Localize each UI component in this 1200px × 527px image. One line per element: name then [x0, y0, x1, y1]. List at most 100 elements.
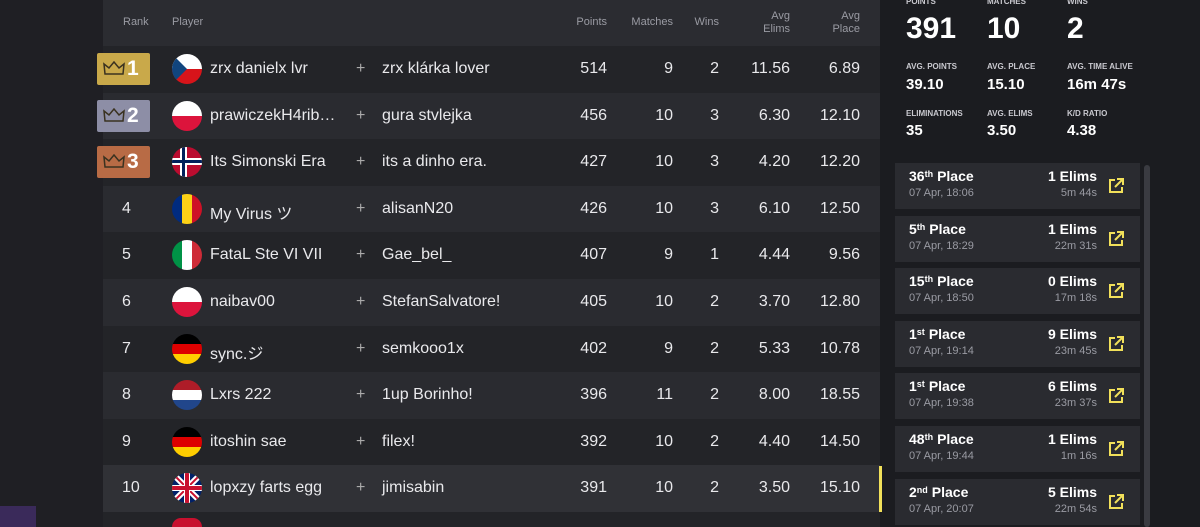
rank: 7: [122, 339, 131, 357]
player-name: FataL Ste VI VII: [210, 246, 323, 264]
match-place: 36th Place: [909, 168, 974, 184]
rank-badge: [97, 146, 150, 179]
partner-name: zrx klárka lover: [382, 60, 490, 77]
matches: 10: [655, 106, 673, 124]
stat-label: AVG. POINTS: [906, 62, 957, 71]
stat-label: WINS: [1067, 0, 1088, 6]
match-card[interactable]: [895, 215, 1140, 262]
table-row[interactable]: [103, 139, 880, 186]
open-match-link[interactable]: [1107, 493, 1125, 511]
rank: 3: [127, 150, 139, 174]
table-row[interactable]: [103, 465, 880, 512]
avg-place: 12.20: [819, 153, 860, 171]
open-match-link[interactable]: [1107, 177, 1125, 195]
open-match-link[interactable]: [1107, 282, 1125, 300]
match-card[interactable]: [895, 478, 1140, 525]
matches: 10: [655, 293, 673, 310]
avg-elims: 3.50: [758, 479, 790, 497]
column-header: Player: [172, 16, 204, 28]
points: 407: [580, 246, 607, 264]
points: 405: [580, 293, 607, 310]
points: 402: [580, 339, 607, 357]
avg-elims: 5.33: [758, 339, 790, 357]
table-row[interactable]: [103, 232, 880, 279]
open-match-link[interactable]: [1107, 335, 1125, 353]
table-header: [103, 0, 880, 46]
match-card[interactable]: [895, 426, 1140, 472]
place-label: Place: [937, 168, 974, 184]
open-match-link[interactable]: [1107, 387, 1125, 405]
match-card[interactable]: [895, 373, 1140, 420]
player-name: prawiczekH4rib…: [210, 106, 336, 124]
match-date: 07 Apr, 19:14: [909, 344, 974, 357]
points: 456: [580, 106, 607, 124]
place-suffix: th: [924, 169, 934, 179]
wins: 2: [710, 293, 719, 310]
separator: +: [356, 246, 366, 264]
place-place: 36: [909, 168, 925, 184]
avg-place: 10.78: [819, 339, 860, 357]
flag: [172, 287, 202, 317]
stat-label: K/D RATIO: [1067, 109, 1108, 118]
separator: +: [356, 153, 366, 171]
column-header: Avg Place: [832, 10, 860, 35]
open-match-link[interactable]: [1107, 440, 1125, 458]
match-date: 07 Apr, 18:29: [909, 239, 974, 252]
highlight-bar: [879, 466, 882, 512]
flag: [172, 518, 202, 527]
table-row[interactable]: [103, 418, 880, 466]
stat-label: AVG. TIME ALIVE: [1067, 62, 1133, 71]
wins: 3: [710, 153, 719, 171]
match-place: 1st Place: [909, 378, 965, 394]
rank: 1: [127, 57, 139, 80]
stat-label: ELIMINATIONS: [906, 109, 963, 118]
table-row[interactable]: [103, 92, 880, 140]
rank-badge: [97, 53, 150, 85]
stat-value: 39.10: [906, 76, 944, 93]
match-elims: 5 Elims: [1047, 483, 1097, 500]
partner-name: StefanSalvatore!: [382, 293, 501, 310]
partner-name: semkooo1x: [382, 339, 464, 357]
match-elims: 6 Elims: [1047, 378, 1097, 395]
partner-name: filex!: [382, 432, 415, 450]
avg-place: 12.50: [819, 199, 860, 217]
table-row[interactable]: [103, 372, 880, 419]
flag: [172, 193, 202, 224]
rank: 4: [122, 199, 131, 217]
column-header: Avg Elims: [763, 10, 790, 35]
table-row[interactable]: [103, 46, 880, 93]
wins: 2: [710, 386, 719, 404]
partner-name: its a dinho era.: [382, 153, 487, 171]
match-card[interactable]: [895, 268, 1140, 315]
place-label: Place: [937, 273, 974, 290]
table-row[interactable]: [103, 185, 880, 233]
match-time: 23m 45s: [1054, 344, 1097, 357]
partner-name: jimisabin: [382, 479, 445, 497]
avg-elims: 4.44: [758, 246, 790, 264]
avg-elims: 3.70: [758, 293, 790, 310]
open-match-link[interactable]: [1107, 230, 1125, 248]
match-place: 2nd Place: [909, 484, 968, 500]
place-suffix: st: [916, 326, 925, 337]
player-name: My Virus ツ: [210, 205, 293, 223]
matches: 10: [655, 479, 673, 497]
flag: [172, 473, 202, 504]
match-date: 07 Apr, 20:07: [909, 502, 974, 515]
match-card[interactable]: [895, 320, 1140, 367]
points: 514: [580, 60, 607, 77]
place-suffix: th: [916, 221, 926, 232]
table-row[interactable]: [103, 325, 880, 373]
avg-place: 6.89: [828, 60, 860, 77]
avg-place: 12.80: [819, 293, 860, 310]
matches: 10: [655, 153, 673, 171]
place-label: Place: [931, 483, 969, 500]
column-header: Matches: [631, 16, 673, 28]
player-name: zrx danielx lvr: [210, 60, 308, 77]
table-row[interactable]: [103, 279, 880, 326]
matches: 9: [664, 339, 673, 357]
place-suffix: th: [924, 432, 934, 442]
match-card[interactable]: [895, 163, 1140, 209]
stat-value: 3.50: [987, 122, 1017, 139]
matches: 11: [656, 386, 673, 404]
